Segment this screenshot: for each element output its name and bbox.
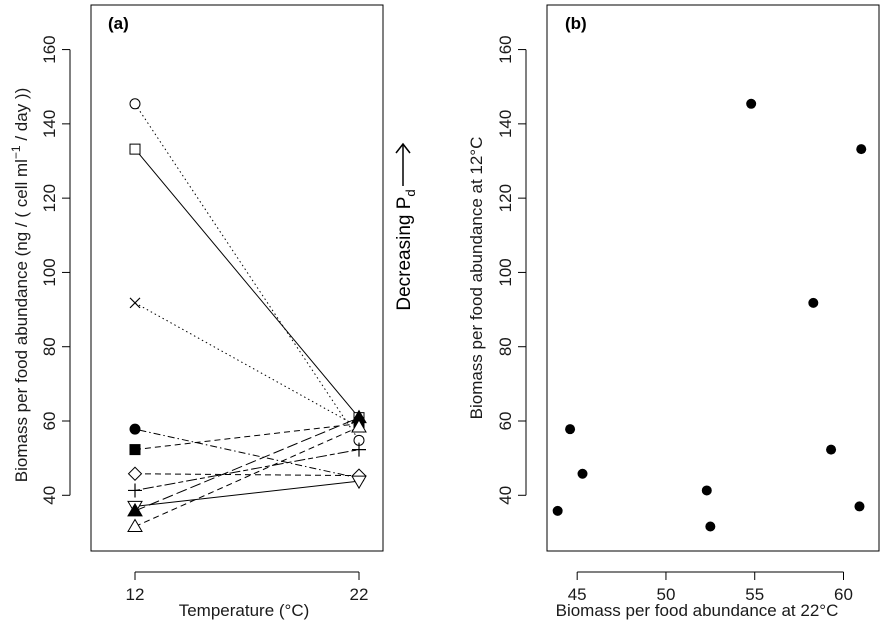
panel-label-a: (a) [108,14,129,33]
x-tick-label: 22 [350,585,369,604]
filled-circle-marker [129,423,141,435]
series-line-5 [134,423,360,451]
arrow-head-icon [395,142,411,154]
y-tick-label: 60 [496,412,515,431]
scatter-point [701,485,712,496]
open-circle-marker [129,98,141,110]
y-tick-label: 120 [40,184,59,212]
x-axis-label-b: Biomass per food abundance at 22°C [556,601,839,620]
scatter-point [808,297,819,308]
y-tick-label: 40 [40,486,59,505]
x-tick-label: 60 [834,585,853,604]
x-axis-a: 12 22 [126,571,369,604]
scatter-point [552,505,563,516]
plot-frame-a [90,4,384,552]
series-markers-a [127,98,367,532]
plus-marker [352,442,366,457]
scatter-point [705,521,716,532]
open-diamond-marker [127,466,143,481]
series-line-6 [134,473,360,477]
y-tick-label: 80 [496,337,515,356]
series-lines-a [134,103,360,527]
series-line-8 [134,480,360,507]
y-tick-label: 140 [40,110,59,138]
panel-b: (b) 40 60 80 100 120 140 160 45 50 55 60 Biomass … [467,4,880,620]
y-tick-label: 100 [496,258,515,286]
series-line-3 [134,302,360,428]
x-axis-b: 45 50 55 60 [568,571,853,604]
filled-triangle-marker [127,502,143,517]
scatter-points-b [552,98,867,532]
y-axis-a: 40 60 80 100 120 140 160 [40,35,71,505]
scatter-point [577,468,588,479]
scatter-point [746,98,757,109]
cross-marker [129,297,141,309]
y-axis-label-b: Biomass per food abundance at 12°C [467,137,486,420]
panel-a: (a) 40 60 80 100 120 140 160 12 22 Temperature … [9,4,384,620]
y-axis-b: 40 60 80 100 120 140 160 [496,35,527,505]
decreasing-pd-label: Decreasing Pd [394,189,418,310]
y-tick-label: 160 [40,35,59,63]
series-line-2 [134,148,360,418]
open-triangle-marker [127,518,143,532]
y-tick-label: 120 [496,184,515,212]
plus-marker [128,483,142,498]
series-line-4 [134,428,360,479]
panel-label-b: (b) [565,14,587,33]
x-tick-label: 12 [126,585,145,604]
y-tick-label: 160 [496,35,515,63]
decreasing-pd-annotation: Decreasing Pd [394,142,418,311]
scatter-point [565,424,576,435]
y-tick-label: 80 [40,337,59,356]
open-square-marker [129,143,141,155]
x-tick-label: 50 [656,585,675,604]
y-axis-label-a: Biomass per food abundance (ng / ( cell … [9,88,31,482]
scatter-point [856,144,867,155]
filled-square-marker [129,444,141,456]
series-line-7 [134,449,360,491]
y-tick-label: 40 [496,486,515,505]
y-tick-label: 60 [40,412,59,431]
series-line-1 [134,103,360,441]
series-line-9 [134,417,360,512]
plot-frame-b [546,4,880,552]
x-tick-label: 45 [568,585,587,604]
open-triangle-down-marker [351,475,367,490]
scatter-point [854,501,865,512]
open-triangle-marker [351,418,367,433]
x-axis-label-a: Temperature (°C) [179,601,310,620]
y-tick-label: 140 [496,110,515,138]
series-line-10 [134,426,360,527]
y-tick-label: 100 [40,258,59,286]
x-tick-label: 55 [745,585,764,604]
scatter-point [826,444,837,455]
